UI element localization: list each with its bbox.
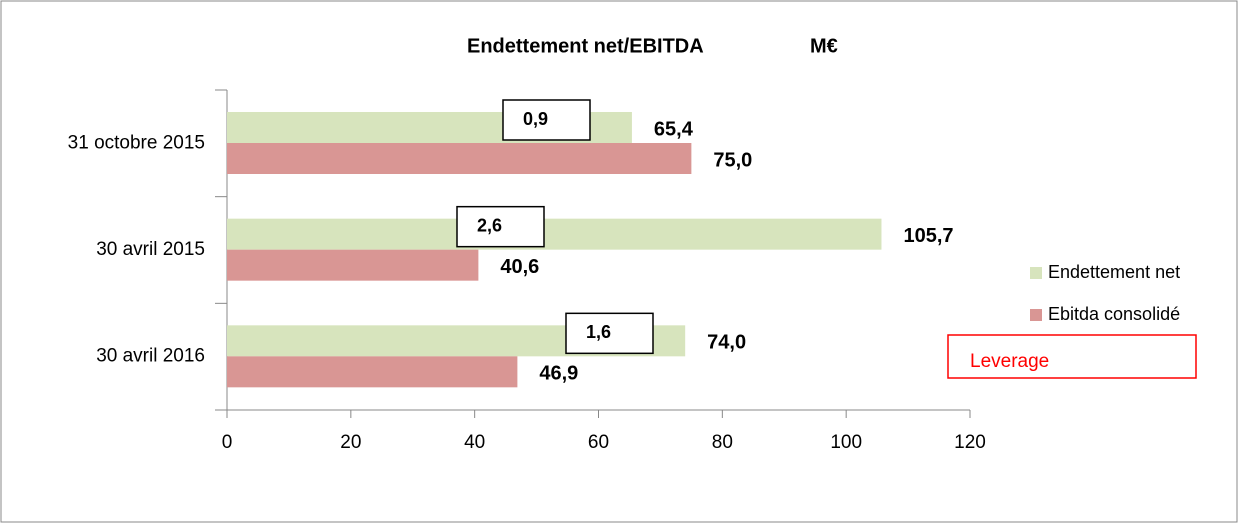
y-tick-label: 30 avril 2016 xyxy=(96,346,205,367)
y-tick-label: 31 octobre 2015 xyxy=(68,132,205,153)
x-tick-label: 0 xyxy=(222,432,233,453)
legend-swatch xyxy=(1030,309,1042,321)
value-label: 40,6 xyxy=(500,256,539,278)
x-tick-label: 80 xyxy=(712,432,733,453)
value-label: 74,0 xyxy=(707,332,746,354)
x-tick-label: 60 xyxy=(588,432,609,453)
annotation-box xyxy=(502,99,591,141)
value-label: 75,0 xyxy=(713,149,752,171)
value-label: 46,9 xyxy=(539,363,578,385)
legend-swatch xyxy=(1030,267,1042,279)
annotation-label: 0,9 xyxy=(523,109,548,129)
value-label: 65,4 xyxy=(654,118,694,140)
annotation-box xyxy=(565,312,654,355)
bar xyxy=(227,143,692,174)
bar xyxy=(227,356,518,388)
legend-label: Endettement net xyxy=(1048,262,1180,282)
legend-label: Ebitda consolidé xyxy=(1048,304,1180,324)
x-tick-label: 100 xyxy=(830,432,862,453)
bar xyxy=(227,218,882,250)
annotation-label: 2,6 xyxy=(477,215,502,235)
value-label: 105,7 xyxy=(903,225,953,247)
x-tick-label: 120 xyxy=(954,432,986,453)
bar xyxy=(227,249,479,281)
chart-title: Endettement net/EBITDA xyxy=(467,35,704,57)
y-tick-label: 30 avril 2015 xyxy=(96,239,205,260)
annotation-box xyxy=(456,205,545,248)
x-tick-label: 20 xyxy=(340,432,361,453)
annotation-label: 1,6 xyxy=(586,322,611,342)
legend-annotation-label: Leverage xyxy=(970,351,1049,372)
legend-annotation-box xyxy=(947,334,1197,379)
chart-title-unit: M€ xyxy=(810,35,838,57)
x-tick-label: 40 xyxy=(464,432,485,453)
